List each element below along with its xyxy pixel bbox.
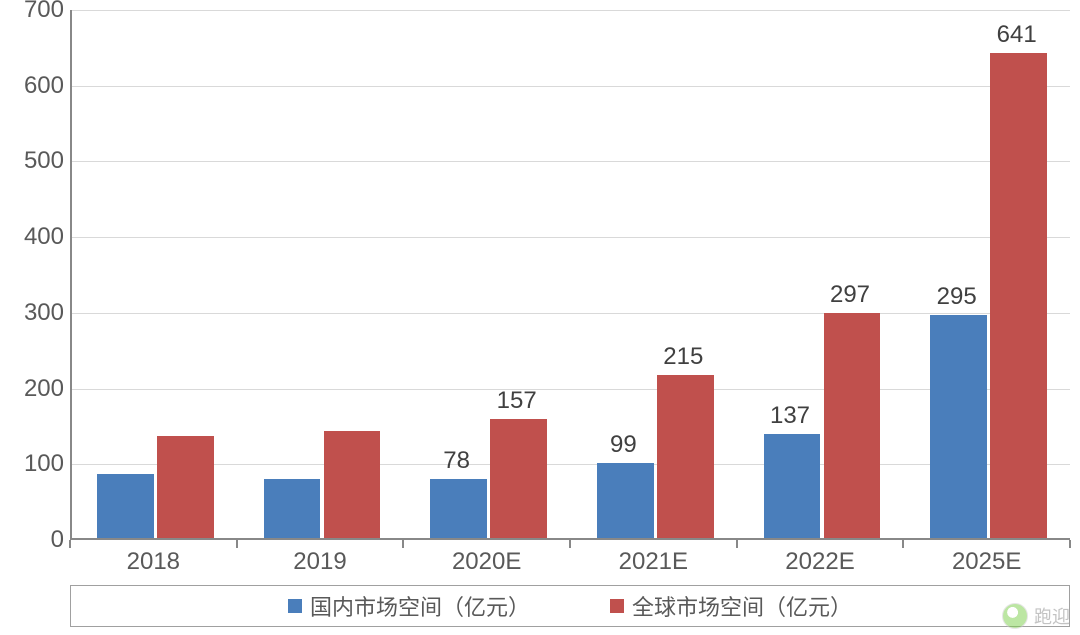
bar-value-label: 215 <box>663 343 703 371</box>
x-tick-label: 2020E <box>452 548 521 576</box>
bar-value-label: 297 <box>830 281 870 309</box>
bar-domestic <box>97 474 154 538</box>
y-tick-label: 0 <box>4 526 64 554</box>
plot-area <box>70 10 1070 540</box>
bar-value-label: 641 <box>997 21 1037 49</box>
gridline <box>72 237 1070 238</box>
gridline <box>72 313 1070 314</box>
y-tick-label: 200 <box>4 375 64 403</box>
gridline <box>72 86 1070 87</box>
legend-label-domestic: 国内市场空间（亿元） <box>310 590 530 622</box>
bar-domestic <box>264 479 321 538</box>
legend-item-global: 全球市场空间（亿元） <box>610 590 852 622</box>
bar-domestic <box>430 479 487 538</box>
x-tick <box>736 540 738 548</box>
x-tick <box>569 540 571 548</box>
x-tick-label: 2021E <box>619 548 688 576</box>
x-tick <box>1069 540 1071 548</box>
y-tick-label: 600 <box>4 72 64 100</box>
bar-domestic <box>764 434 821 538</box>
x-tick <box>902 540 904 548</box>
watermark-text: 跑迎 <box>1034 603 1070 629</box>
gridline <box>72 464 1070 465</box>
gridline <box>72 161 1070 162</box>
x-tick-label: 2018 <box>127 548 180 576</box>
bar-global <box>324 431 381 539</box>
bar-global <box>990 53 1047 538</box>
wechat-icon <box>1002 603 1028 629</box>
bar-global <box>657 375 714 538</box>
bar-value-label: 99 <box>610 431 637 459</box>
bar-domestic <box>930 315 987 538</box>
watermark: 跑迎 <box>1002 603 1070 629</box>
bar-value-label: 78 <box>443 447 470 475</box>
bar-value-label: 295 <box>937 283 977 311</box>
gridline <box>72 389 1070 390</box>
y-tick-label: 700 <box>4 0 64 24</box>
y-tick-label: 100 <box>4 450 64 478</box>
legend-swatch-global <box>610 599 624 613</box>
market-space-chart: 0 100 200 300 400 500 600 700 2018 2019 2020E 78 157… <box>0 0 1080 635</box>
x-tick-label: 2025E <box>952 548 1021 576</box>
legend-swatch-domestic <box>288 599 302 613</box>
bar-domestic <box>597 463 654 538</box>
legend-label-global: 全球市场空间（亿元） <box>632 590 852 622</box>
bar-value-label: 157 <box>497 387 537 415</box>
x-tick <box>402 540 404 548</box>
y-tick-label: 500 <box>4 147 64 175</box>
bar-global <box>157 436 214 538</box>
x-tick <box>69 540 71 548</box>
bar-global <box>824 313 881 538</box>
x-tick-label: 2022E <box>785 548 854 576</box>
x-tick <box>236 540 238 548</box>
bar-value-label: 137 <box>770 402 810 430</box>
legend: 国内市场空间（亿元） 全球市场空间（亿元） <box>70 585 1070 627</box>
y-tick-label: 400 <box>4 223 64 251</box>
legend-item-domestic: 国内市场空间（亿元） <box>288 590 530 622</box>
bar-global <box>490 419 547 538</box>
y-tick-label: 300 <box>4 299 64 327</box>
x-tick-label: 2019 <box>293 548 346 576</box>
gridline <box>72 10 1070 11</box>
